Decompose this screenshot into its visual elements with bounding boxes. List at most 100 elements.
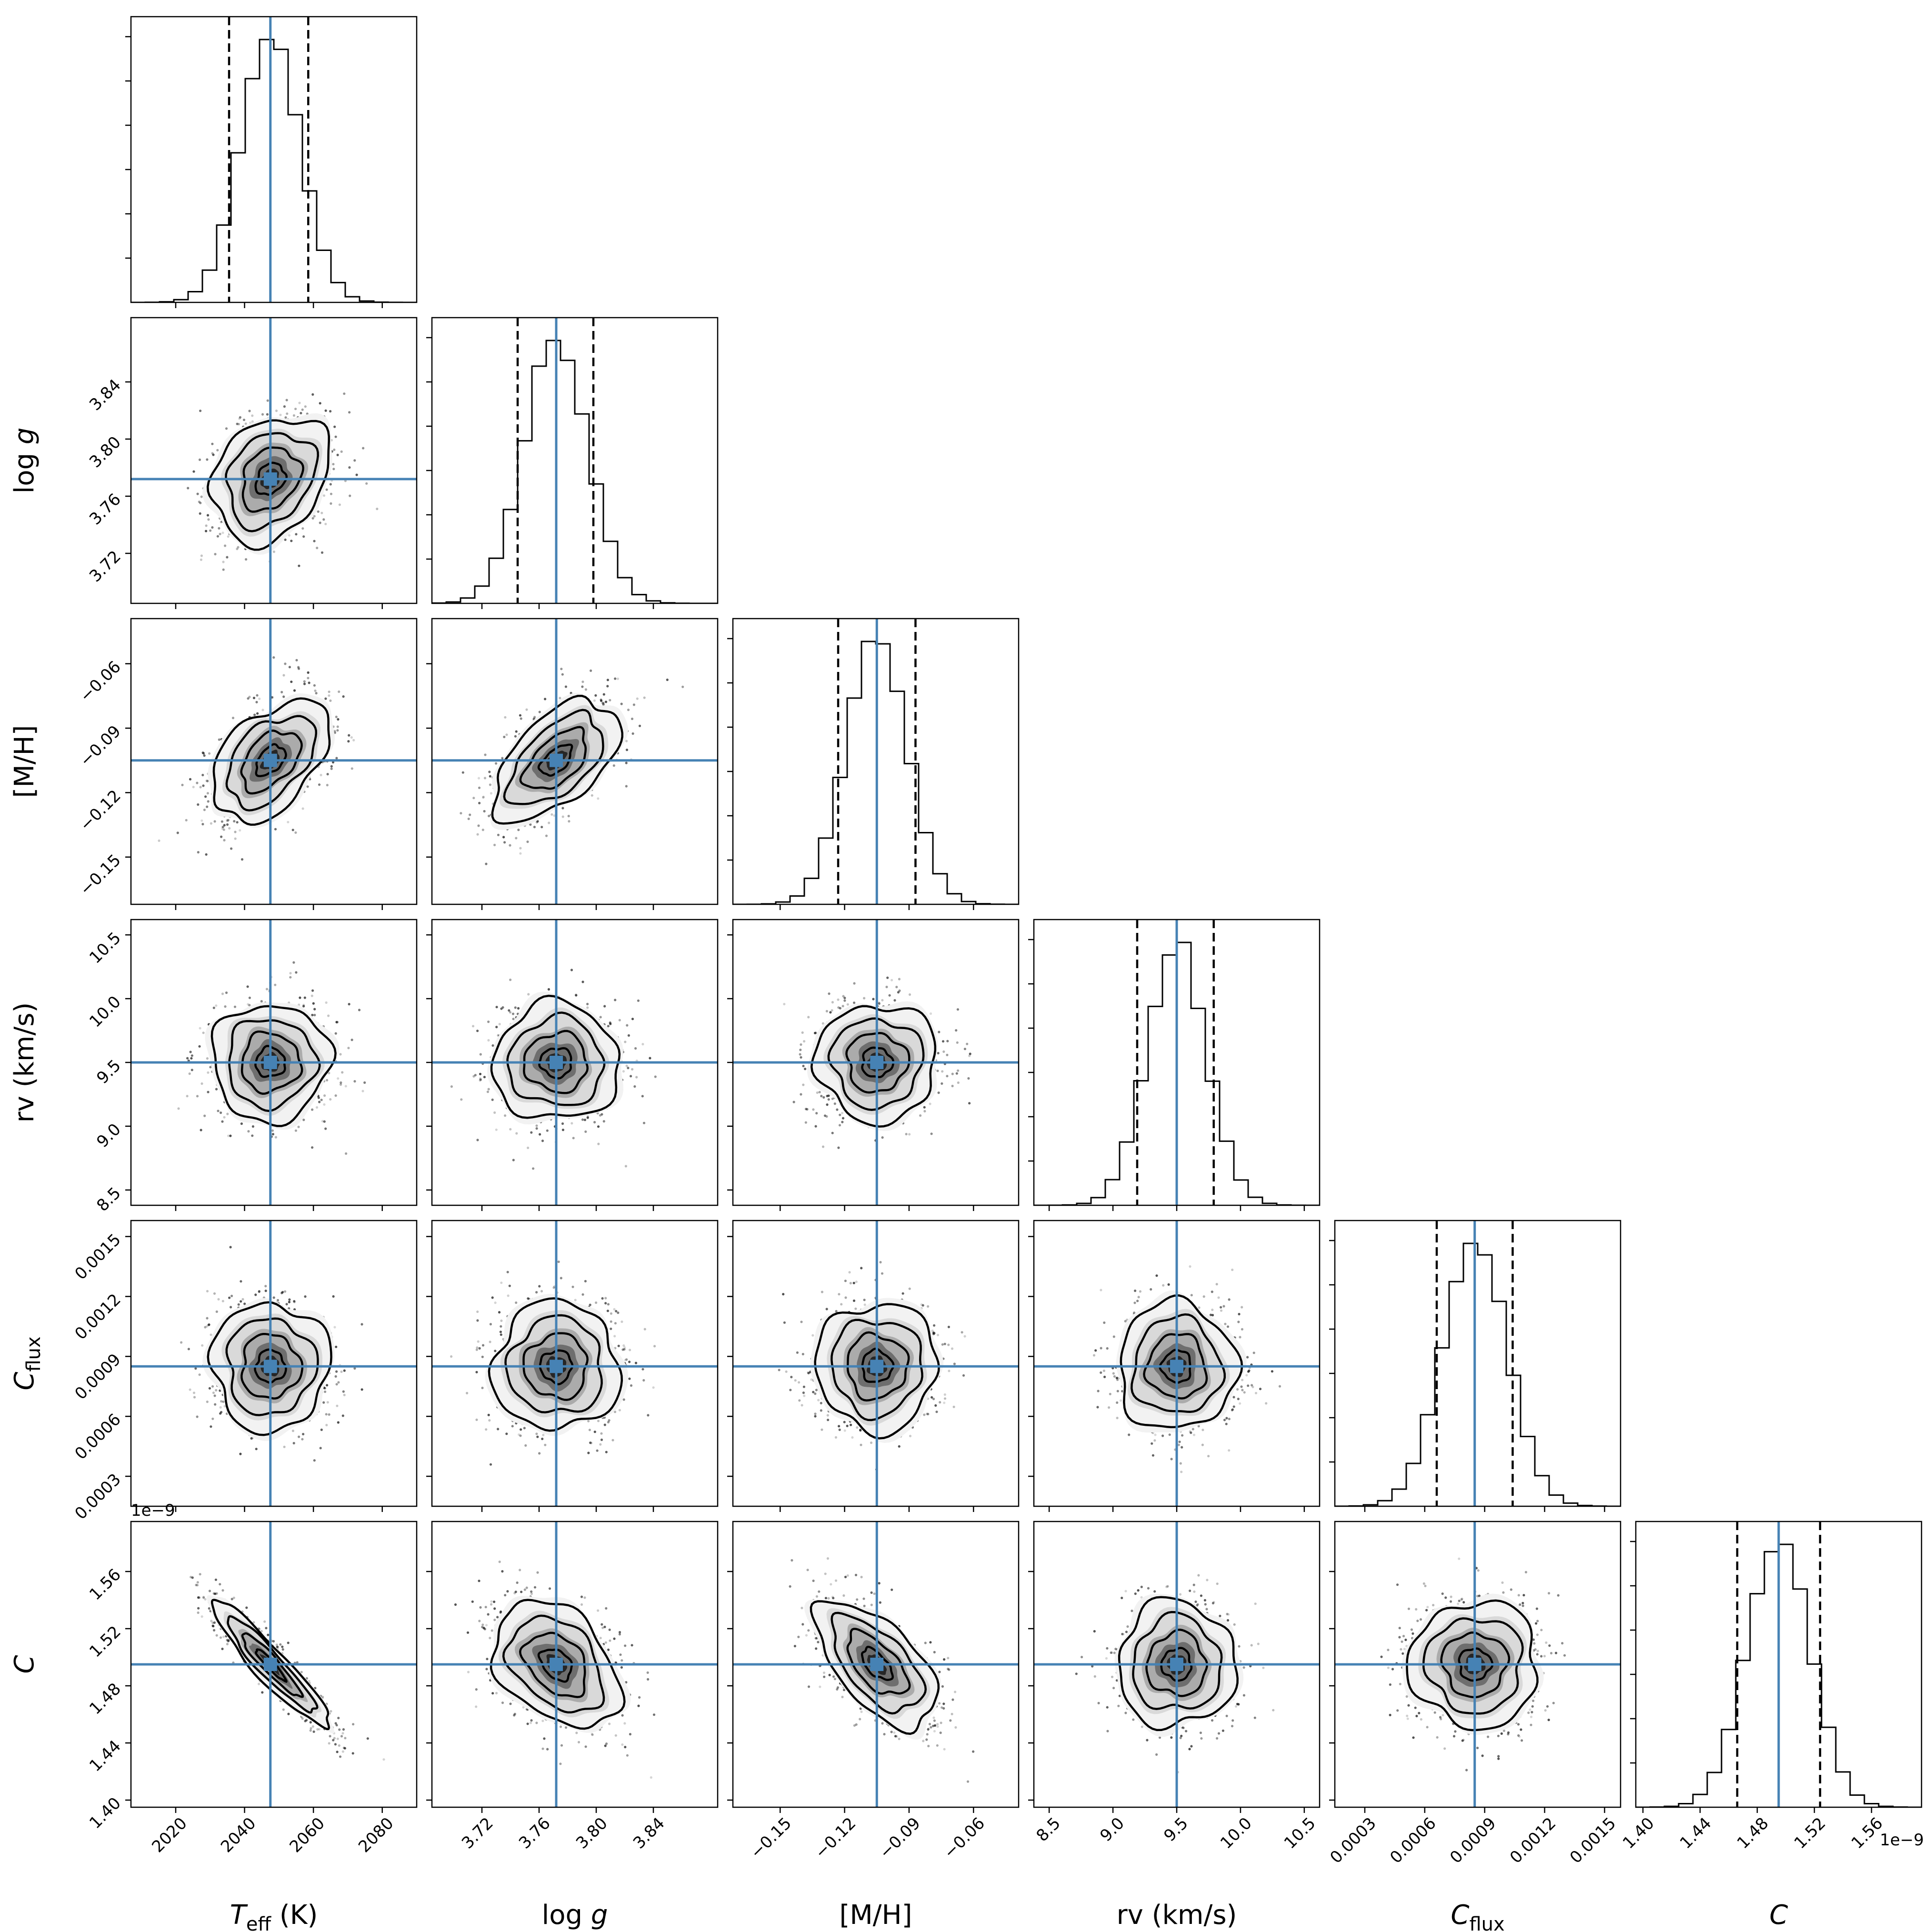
truth-marker (550, 1658, 563, 1671)
sample-point (212, 1006, 215, 1009)
sample-point (831, 1001, 834, 1004)
sample-point (850, 1423, 852, 1426)
sample-point (478, 786, 481, 789)
sample-point (264, 1285, 267, 1288)
panel-frame (130, 1220, 418, 1507)
sample-point (1191, 1428, 1194, 1431)
scatter-panel-c-vs-logg (426, 1521, 719, 1813)
sample-point (535, 1124, 538, 1127)
sample-point (931, 1396, 933, 1399)
sample-point (641, 1368, 644, 1371)
sample-point (1115, 1377, 1118, 1380)
sample-point (454, 1603, 457, 1606)
sample-point (338, 690, 340, 693)
sample-point (260, 1000, 263, 1003)
sample-point (925, 1738, 928, 1741)
sample-point (334, 1375, 337, 1378)
sample-point (832, 1597, 835, 1600)
sample-point (823, 1114, 827, 1117)
sample-point (1237, 1398, 1240, 1401)
sample-point (608, 1722, 611, 1725)
sample-point (802, 1064, 805, 1068)
sample-point (348, 734, 350, 737)
sample-point (597, 1142, 600, 1145)
sample-point (190, 1057, 193, 1060)
sample-point (837, 1146, 840, 1149)
sample-point (219, 1406, 222, 1409)
sample-point (229, 1134, 232, 1137)
sample-point (318, 783, 321, 786)
sample-point (494, 1301, 497, 1304)
sample-point (207, 1071, 210, 1074)
sample-point (628, 1377, 631, 1380)
panel-frame (431, 618, 719, 905)
sample-point (298, 1435, 300, 1438)
sample-point (1239, 1402, 1241, 1405)
sample-point (527, 1297, 530, 1300)
sample-point (526, 1722, 529, 1725)
sample-point (815, 1595, 818, 1598)
sample-point (211, 1417, 214, 1420)
sample-point (272, 1296, 275, 1299)
sample-point (618, 1633, 621, 1636)
sample-point (967, 1077, 970, 1080)
sample-point (302, 1432, 305, 1436)
sample-point (894, 1735, 897, 1738)
sample-point (839, 1113, 841, 1116)
sample-point (1119, 1399, 1122, 1402)
sample-point (647, 1414, 650, 1417)
sample-point (936, 1725, 939, 1728)
sample-point (1236, 1388, 1239, 1391)
sample-point (284, 416, 287, 419)
sample-point (206, 458, 209, 461)
sample-point (529, 823, 532, 826)
sample-point (824, 1572, 827, 1575)
sample-point (580, 1603, 583, 1606)
sample-point (815, 1112, 818, 1115)
sample-point (834, 1579, 838, 1582)
sample-point (895, 986, 898, 989)
sample-point (933, 1324, 936, 1327)
sample-point (1220, 1309, 1223, 1312)
sample-point (963, 1335, 966, 1338)
sample-point (855, 1723, 858, 1726)
sample-point (519, 1569, 521, 1572)
sample-point (826, 1103, 829, 1106)
sample-point (821, 1428, 823, 1431)
sample-point (817, 1399, 820, 1401)
sample-point (518, 1433, 521, 1436)
sample-point (1239, 1336, 1241, 1339)
sample-point (475, 1371, 478, 1373)
sample-point (255, 1448, 258, 1451)
sample-point (941, 1070, 944, 1073)
scatter-panel-cflux-vs-mh (727, 1220, 1020, 1512)
sample-point (898, 989, 901, 992)
sample-point (477, 777, 480, 780)
sample-point (1178, 1441, 1181, 1443)
sample-point (316, 1728, 319, 1731)
sample-point (210, 1333, 212, 1336)
sample-point (272, 1640, 275, 1643)
sample-point (220, 1400, 223, 1403)
sample-point (806, 1569, 809, 1572)
sample-point (253, 713, 256, 716)
sample-point (517, 829, 520, 831)
sample-point (854, 1573, 858, 1576)
sample-point (806, 1108, 809, 1111)
sample-point (625, 761, 628, 764)
sample-point (231, 717, 235, 720)
sample-point (472, 797, 475, 800)
sample-point (281, 1645, 284, 1648)
sample-point (1136, 1300, 1139, 1302)
sample-point (600, 1438, 603, 1441)
sample-point (323, 1387, 326, 1390)
sample-point (303, 680, 306, 683)
sample-point (891, 1588, 893, 1591)
sample-point (930, 1726, 932, 1729)
sample-point (223, 824, 226, 827)
sample-point (223, 839, 226, 841)
sample-point (489, 775, 491, 778)
sample-point (933, 1724, 937, 1727)
sample-point (844, 1280, 847, 1282)
sample-point (801, 1352, 804, 1356)
